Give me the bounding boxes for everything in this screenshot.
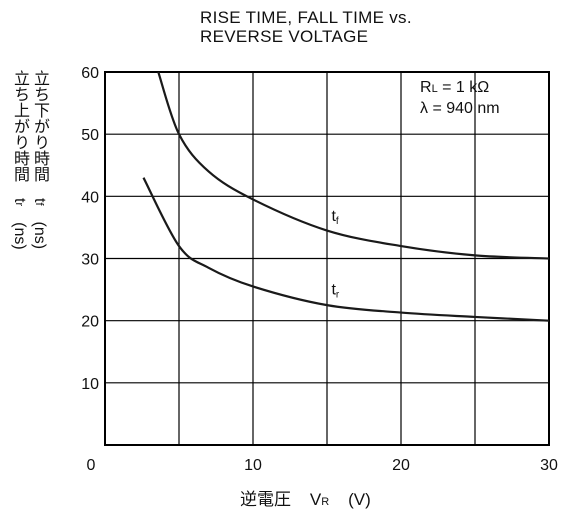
y-axis-label-rise: 立ち上がり時間 tr (ns)	[11, 70, 28, 250]
y-tick-label: 40	[81, 189, 99, 206]
series-label-tr: tr	[331, 282, 339, 301]
grid	[105, 72, 549, 445]
y-axis-label: 立ち下がり時間 tf (ns) 立ち上がり時間 tr (ns)	[8, 70, 52, 370]
tick-labels: 0 10 20 30 10 20 30 40 50 60	[81, 65, 558, 474]
chart-title: RISE TIME, FALL TIME vs. REVERSE VOLTAGE	[200, 8, 412, 46]
series-line-tf	[157, 71, 550, 260]
y-tick-label: 10	[81, 376, 99, 393]
y-axis-label-fall: 立ち下がり時間 tf (ns)	[31, 70, 48, 250]
series-line-tr	[142, 177, 550, 322]
condition-rl: RL = 1 kΩ	[420, 79, 490, 96]
chart-title-line2: REVERSE VOLTAGE	[200, 27, 369, 46]
x-tick-label: 0	[87, 457, 96, 474]
y-tick-label: 20	[81, 314, 99, 331]
x-tick-label: 20	[392, 457, 410, 474]
conditions-box: RL = 1 kΩ λ = 940 nm	[420, 78, 500, 119]
condition-lambda: λ = 940 nm	[420, 100, 500, 117]
series-label-tf: tf	[331, 208, 338, 227]
x-axis-label: 逆電圧 VR (V)	[240, 490, 371, 509]
x-tick-label: 10	[244, 457, 262, 474]
series-labels: tf tr	[331, 208, 339, 300]
chart-title-line1: RISE TIME, FALL TIME vs.	[200, 8, 412, 27]
x-tick-label: 30	[540, 457, 558, 474]
y-tick-label: 60	[81, 65, 99, 82]
y-tick-label: 30	[81, 252, 99, 269]
series-group	[142, 71, 550, 322]
y-tick-label: 50	[81, 127, 99, 144]
